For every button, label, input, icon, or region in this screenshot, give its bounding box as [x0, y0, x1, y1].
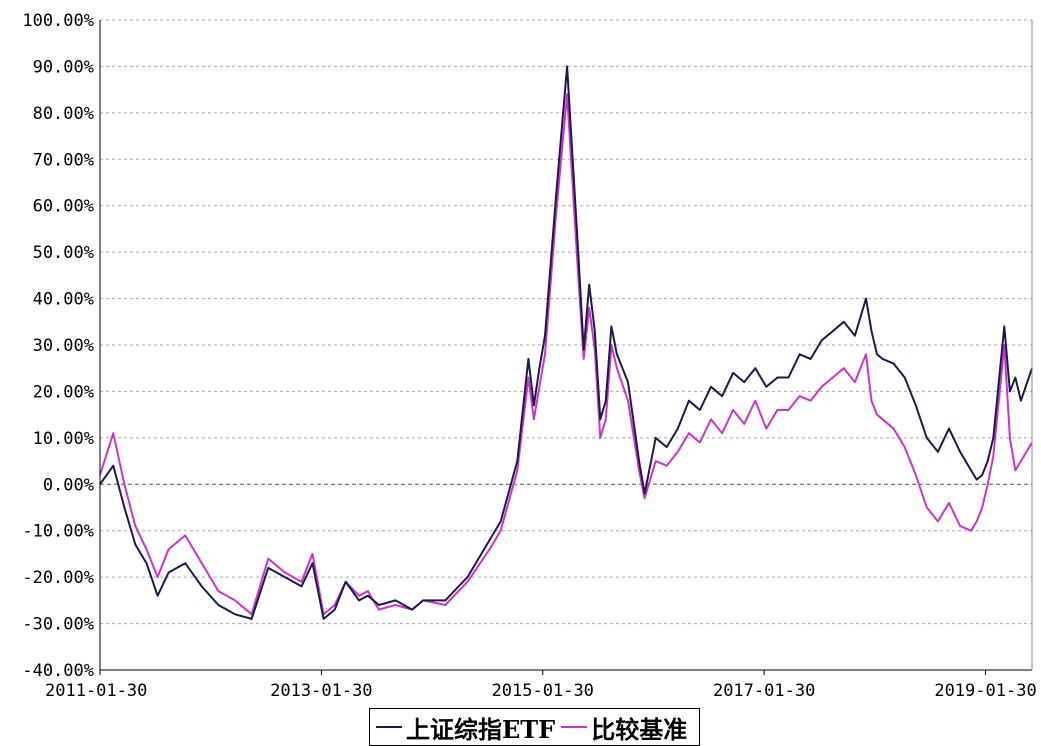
- y-tick-label: 70.00%: [33, 150, 94, 170]
- y-tick-label: -40.00%: [22, 661, 94, 681]
- y-tick-label: 50.00%: [33, 243, 94, 263]
- legend-item-etf: 上证综指ETF: [376, 710, 555, 745]
- y-tick-label: 100.00%: [22, 11, 94, 31]
- y-tick-label: 20.00%: [33, 382, 94, 402]
- y-tick-label: 90.00%: [33, 57, 94, 77]
- series-lines: [99, 65, 1033, 620]
- y-axis-ticks: 100.00% 90.00% 80.00% 70.00% 60.00% 50.00% 40.…: [22, 11, 94, 681]
- x-tick-label: 2013-01-30: [270, 681, 372, 701]
- y-tick-label: -20.00%: [22, 568, 94, 588]
- y-tick-label: 30.00%: [33, 336, 94, 356]
- y-tick-label: 40.00%: [33, 290, 94, 310]
- x-tick-label: 2015-01-30: [492, 681, 594, 701]
- x-axis-ticks: 2011-01-30 2013-01-30 2015-01-30 2017-01-30…: [45, 670, 1037, 701]
- legend-label-etf: 上证综指ETF: [406, 714, 556, 744]
- legend-swatch-etf: [376, 726, 402, 728]
- y-tick-label: 10.00%: [33, 429, 94, 449]
- y-tick-label: 60.00%: [33, 197, 94, 217]
- x-tick-label: 2019-01-30: [934, 681, 1036, 701]
- legend-item-benchmark: 比较基准: [561, 710, 687, 745]
- series-line-etf: [99, 65, 1033, 620]
- y-tick-label: -10.00%: [22, 522, 94, 542]
- series-line-benchmark: [99, 93, 1033, 616]
- x-tick-label: 2011-01-30: [45, 681, 147, 701]
- grid-lines: [100, 19, 1032, 625]
- y-tick-label: -30.00%: [22, 615, 94, 635]
- legend-label-benchmark: 比较基准: [591, 714, 688, 744]
- legend-swatch-benchmark: [561, 726, 588, 728]
- y-tick-label: 0.00%: [43, 475, 94, 495]
- legend: 上证综指ETF 比较基准: [369, 708, 701, 746]
- y-tick-label: 80.00%: [33, 104, 94, 124]
- x-tick-label: 2017-01-30: [713, 681, 815, 701]
- line-chart: 100.00% 90.00% 80.00% 70.00% 60.00% 50.00% 40.…: [22, 11, 1037, 701]
